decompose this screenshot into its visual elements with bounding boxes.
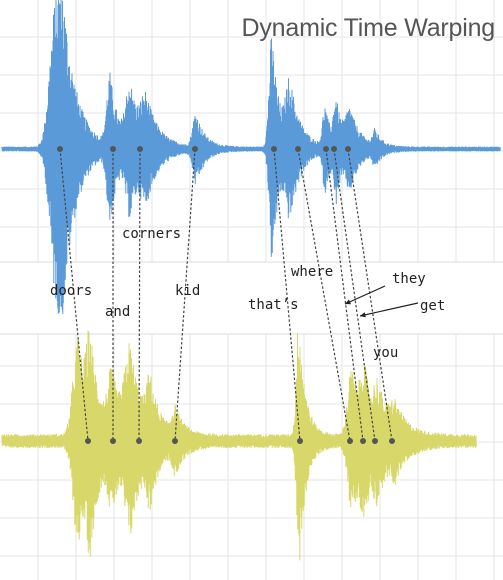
alignment-point [345,146,351,152]
alignment-point [360,438,366,444]
alignment-point [347,438,353,444]
alignment-point [271,146,277,152]
alignment-point [110,146,116,152]
alignment-link [138,148,141,442]
alignment-point [323,146,329,152]
alignment-point [137,146,143,152]
alignment-point [85,438,91,444]
arrowhead [345,299,351,305]
alignment-point [295,146,301,152]
alignment-links [59,148,419,442]
label-pointer [344,285,386,305]
alignment-point [331,146,337,152]
alignment-point [389,438,395,444]
alignment-point [57,146,63,152]
word-label-where: where [291,264,334,280]
bottom-waveform [1,330,477,561]
alignment-point [172,438,178,444]
alignment-point [136,438,142,444]
label-pointer [359,302,419,317]
diagram-title: Dynamic Time Warping [241,14,496,42]
word-label-you: you [373,345,399,361]
word-label-and: and [105,304,131,320]
alignment-link [59,148,89,442]
alignment-point [297,438,303,444]
alignment-link [174,148,196,442]
bottom-grid [0,333,503,580]
alignment-point [372,438,378,444]
word-label-thats: that’s [248,297,299,313]
alignment-point [192,146,198,152]
arrowhead [360,312,366,318]
word-label-doors: doors [50,283,93,299]
alignment-link [273,148,301,442]
top-waveform [1,0,501,315]
alignment-point [110,438,116,444]
word-label-get: get [420,298,446,314]
alignment-link [325,148,364,442]
word-label-corners: corners [122,226,182,242]
word-label-kid: kid [175,283,201,299]
word-label-they: they [392,271,426,287]
alignment-points [57,146,395,444]
